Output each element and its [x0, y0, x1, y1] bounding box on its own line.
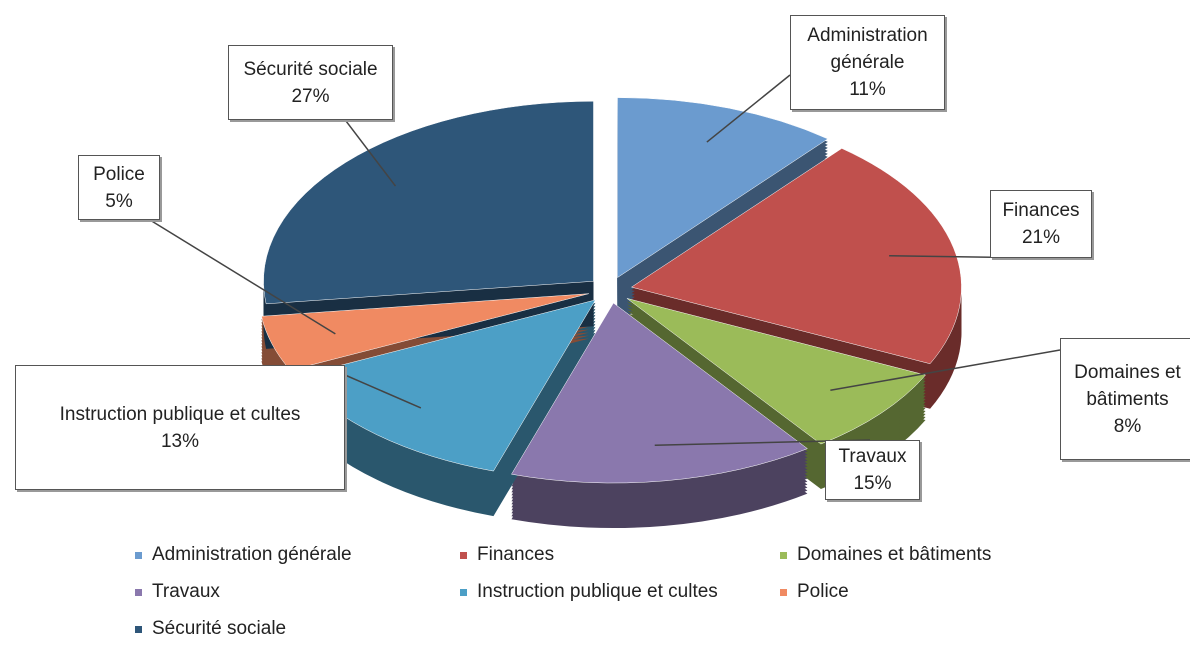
label-value: 27%	[291, 85, 330, 107]
data-label: Travaux 15%	[825, 440, 920, 500]
legend-swatch	[135, 588, 142, 596]
slice	[511, 302, 808, 484]
legend-label: Instruction publique et cultes	[477, 581, 718, 602]
slice	[617, 97, 829, 279]
label-name: Administration générale	[807, 25, 928, 73]
leader-line	[344, 374, 422, 409]
legend-swatch	[780, 551, 787, 559]
legend-entry: Travaux	[135, 581, 220, 603]
legend-label: Administration générale	[152, 544, 352, 565]
slice	[263, 101, 594, 305]
label-name: Domaines et bâtiments	[1074, 361, 1181, 410]
label-value: 15%	[853, 473, 892, 494]
label-name: Sécurité sociale	[243, 58, 378, 80]
label-value: 5%	[105, 190, 133, 212]
legend-entry: Administration générale	[135, 544, 352, 566]
legend-swatch	[780, 588, 787, 596]
legend-label: Police	[797, 581, 849, 602]
label-value: 11%	[849, 79, 886, 100]
legend-swatch	[135, 551, 142, 559]
data-label: Police 5%	[78, 155, 160, 220]
legend-swatch	[460, 588, 467, 596]
legend-entry: Sécurité sociale	[135, 618, 286, 640]
label-name: Police	[93, 163, 145, 185]
legend-label: Domaines et bâtiments	[797, 544, 992, 565]
legend-entry: Instruction publique et cultes	[460, 581, 718, 603]
data-label: Sécurité sociale 27%	[228, 45, 393, 120]
legend-label: Sécurité sociale	[152, 618, 287, 639]
slice	[630, 148, 962, 365]
leader-line	[149, 219, 336, 335]
label-value: 13%	[160, 430, 200, 452]
label-name: Instruction publique et cultes	[59, 403, 301, 425]
label-value: 8%	[1113, 415, 1142, 437]
data-label: Finances 21%	[990, 190, 1092, 258]
label-value: 21%	[1021, 227, 1061, 248]
label-name: Travaux	[838, 446, 907, 467]
legend-swatch	[460, 551, 467, 559]
leader-line	[830, 349, 1061, 391]
legend-swatch	[135, 625, 142, 633]
legend-label: Travaux	[152, 581, 220, 602]
legend-entry: Finances	[460, 544, 554, 566]
data-label: Instruction publique et cultes 13%	[15, 365, 345, 490]
data-label: Administration générale 11%	[790, 15, 945, 110]
legend-entry: Police	[780, 581, 849, 603]
leader-line	[706, 74, 791, 143]
legend-entry: Domaines et bâtiments	[780, 544, 991, 566]
label-name: Finances	[1002, 200, 1080, 221]
legend-label: Finances	[477, 544, 555, 565]
data-label: Domaines et bâtiments 8%	[1060, 338, 1190, 460]
